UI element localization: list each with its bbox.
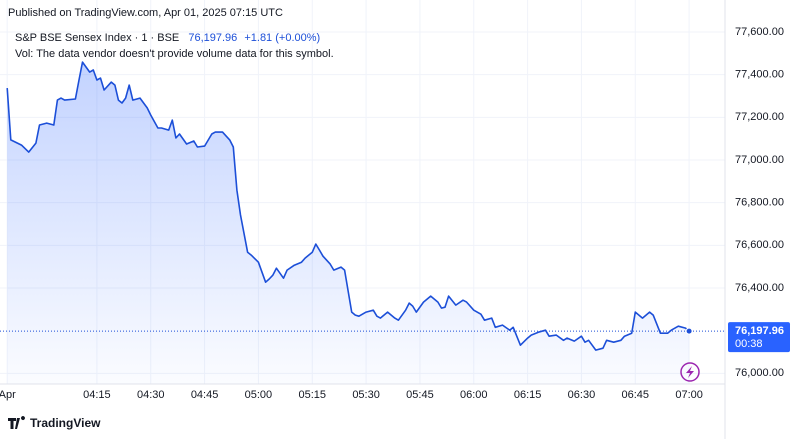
brand-logo: TradingView [8, 416, 101, 430]
published-note: Published on TradingView.com, Apr 01, 20… [8, 7, 283, 19]
x-tick-label: 05:45 [406, 389, 434, 401]
price-tag-countdown: 00:38 [735, 338, 763, 350]
y-tick-label: 77,200.00 [735, 111, 784, 123]
x-tick-label: 07:00 [675, 389, 703, 401]
y-tick-label: 76,400.00 [735, 282, 784, 294]
axes: 76,000.00 76,400.00 76,600.00 76,800.00 77,0… [0, 26, 790, 401]
price-tag-value: 76,197.96 [735, 325, 784, 337]
price-line [6, 61, 690, 351]
x-tick-label: 04:45 [191, 389, 219, 401]
y-tick-label: 76,800.00 [735, 197, 784, 209]
x-tick-label: 05:15 [298, 389, 326, 401]
x-tick-label: 06:45 [622, 389, 650, 401]
y-tick-label: 76,600.00 [735, 239, 784, 251]
y-tick-label: 77,400.00 [735, 69, 784, 81]
x-tick-label: 06:15 [514, 389, 542, 401]
x-tick-label: 04:15 [83, 389, 111, 401]
y-tick-label: 76,000.00 [735, 367, 784, 379]
price-tag [728, 322, 790, 353]
y-tick-label: 77,000.00 [735, 154, 784, 166]
header-change: +1.81 (+0.00%) [244, 32, 320, 44]
x-tick-label: 06:00 [460, 389, 488, 401]
symbol-title: S&P BSE Sensex Index · 1 · BSE 76,197.96… [15, 32, 320, 44]
replay-icon [680, 362, 700, 382]
x-tick-label: 06:30 [568, 389, 596, 401]
x-tick-label: 05:00 [245, 389, 273, 401]
volume-note: Vol: The data vendor doesn't provide vol… [15, 48, 334, 60]
x-tick-label: Apr [0, 389, 16, 401]
x-tick-label: 05:30 [352, 389, 380, 401]
title: S&P BSE Sensex Index · 1 · BSE [15, 32, 179, 44]
y-tick-label: 77,600.00 [735, 26, 784, 38]
x-tick-label: 04:30 [137, 389, 165, 401]
plot [0, 61, 725, 384]
area-fill [7, 62, 690, 384]
brand-name: TradingView [30, 416, 101, 430]
last-point [685, 327, 693, 335]
header-price: 76,197.96 [188, 32, 237, 44]
